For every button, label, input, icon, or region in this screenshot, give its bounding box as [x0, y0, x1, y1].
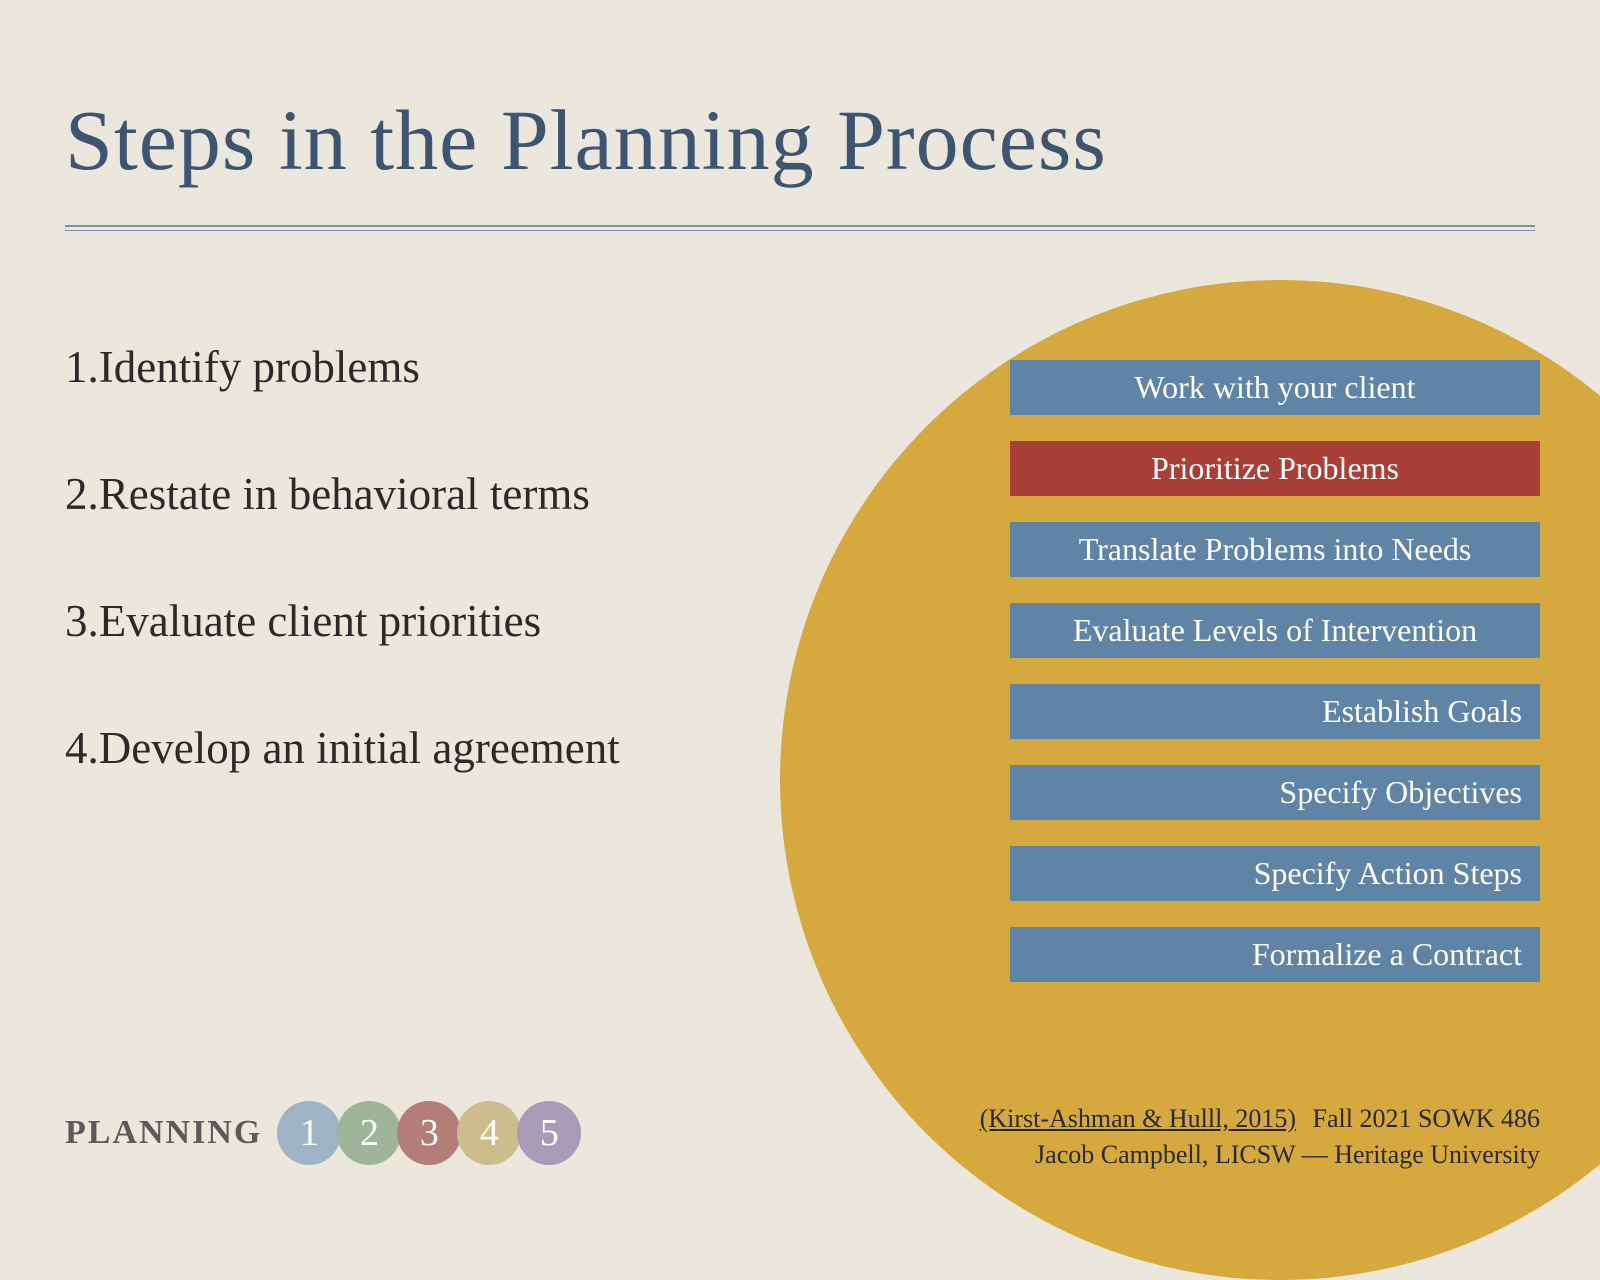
footer-credits: (Kirst-Ashman & Hulll, 2015) Fall 2021 S…: [980, 1104, 1540, 1170]
bar-item: Work with your client: [1010, 360, 1540, 415]
bar-item-highlight: Prioritize Problems: [1010, 441, 1540, 496]
bar-item: Specify Action Steps: [1010, 846, 1540, 901]
list-item: 1.Identify problems: [65, 341, 850, 393]
list-item: 3.Evaluate client priorities: [65, 595, 850, 647]
citation-link[interactable]: (Kirst-Ashman & Hulll, 2015): [980, 1104, 1296, 1133]
step-dots: 1 2 3 4 5: [277, 1101, 581, 1165]
numbered-list: 1.Identify problems 2.Restate in behavio…: [0, 281, 850, 849]
bar-item: Formalize a Contract: [1010, 927, 1540, 982]
page-title: Steps in the Planning Process: [0, 0, 1600, 190]
dot-1: 1: [277, 1101, 341, 1165]
bar-item: Specify Objectives: [1010, 765, 1540, 820]
bar-item: Establish Goals: [1010, 684, 1540, 739]
planning-label: PLANNING: [65, 1114, 262, 1152]
author-label: Jacob Campbell, LICSW — Heritage Univers…: [980, 1140, 1540, 1170]
list-item: 4.Develop an initial agreement: [65, 722, 850, 774]
dot-5: 5: [517, 1101, 581, 1165]
bar-item: Evaluate Levels of Intervention: [1010, 603, 1540, 658]
dot-2: 2: [337, 1101, 401, 1165]
dot-3: 3: [397, 1101, 461, 1165]
steps-bars: Work with your client Prioritize Problem…: [1010, 360, 1540, 1008]
dot-4: 4: [457, 1101, 521, 1165]
list-item: 2.Restate in behavioral terms: [65, 468, 850, 520]
bar-item: Translate Problems into Needs: [1010, 522, 1540, 577]
title-divider: [65, 225, 1535, 231]
course-label: Fall 2021 SOWK 486: [1313, 1104, 1541, 1133]
